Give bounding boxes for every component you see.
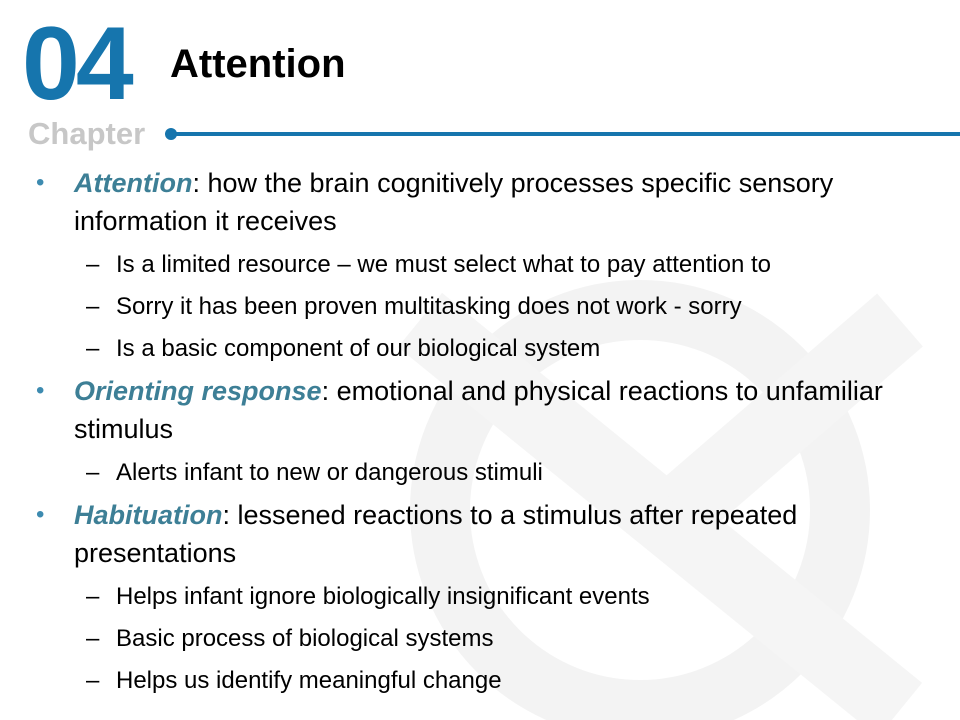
subpoint-text: Helps us identify meaningful change [116, 667, 502, 694]
subpoint: – Sorry it has been proven multitasking d… [86, 293, 742, 320]
definition-habituation: : lessened reactions to a stimulus after… [74, 500, 798, 568]
definition-orienting-response: : emotional and physical reactions to un… [74, 376, 883, 444]
subpoint-text: Sorry it has been proven multitasking do… [116, 293, 742, 320]
subpoints-orienting-response: – Alerts infant to new or dangerous stimu… [36, 452, 946, 494]
subpoint: – Basic process of biological systems [86, 625, 494, 652]
subpoint-text: Basic process of biological systems [116, 625, 494, 652]
chapter-label: Chapter [28, 116, 146, 151]
subpoints-attention: – Is a limited resource – we must select … [36, 244, 946, 370]
term-orienting-response: Orienting response [74, 376, 322, 406]
bullet-attention: • Attention: how the brain cognitively p… [36, 164, 946, 240]
subpoint: – Helps infant ignore biologically insign… [86, 583, 650, 610]
term-attention: Attention [74, 168, 193, 198]
bullet-dot-icon: • [36, 169, 45, 196]
subpoint: – Alerts infant to new or dangerous stimu… [86, 459, 543, 486]
divider-line [173, 132, 960, 136]
subpoint-text: Alerts infant to new or dangerous stimul… [116, 459, 543, 486]
subpoints-habituation: – Helps infant ignore biologically insign… [36, 576, 946, 702]
subpoint: – Is a basic component of our biological … [86, 335, 601, 362]
bullet-dot-icon: • [36, 377, 45, 404]
subpoint-text: Helps infant ignore biologically insigni… [116, 583, 650, 610]
subpoint-text: Is a basic component of our biological s… [116, 335, 601, 362]
term-habituation: Habituation [74, 500, 223, 530]
subpoint: – Helps us identify meaningful change [86, 667, 502, 694]
subpoint-text: Is a limited resource – we must select w… [116, 251, 771, 278]
subpoint: – Is a limited resource – we must select … [86, 251, 771, 278]
slide-content: • Attention: how the brain cognitively p… [36, 164, 946, 704]
slide-title: Attention [170, 42, 346, 86]
bullet-dot-icon: • [36, 501, 45, 528]
chapter-number: 04 [22, 6, 134, 122]
bullet-habituation: • Habituation: lessened reactions to a s… [36, 496, 946, 572]
definition-attention: : how the brain cognitively processes sp… [74, 168, 834, 236]
divider-dot [165, 128, 177, 140]
title-divider [165, 126, 960, 142]
bullet-orienting-response: • Orienting response: emotional and phys… [36, 372, 946, 448]
